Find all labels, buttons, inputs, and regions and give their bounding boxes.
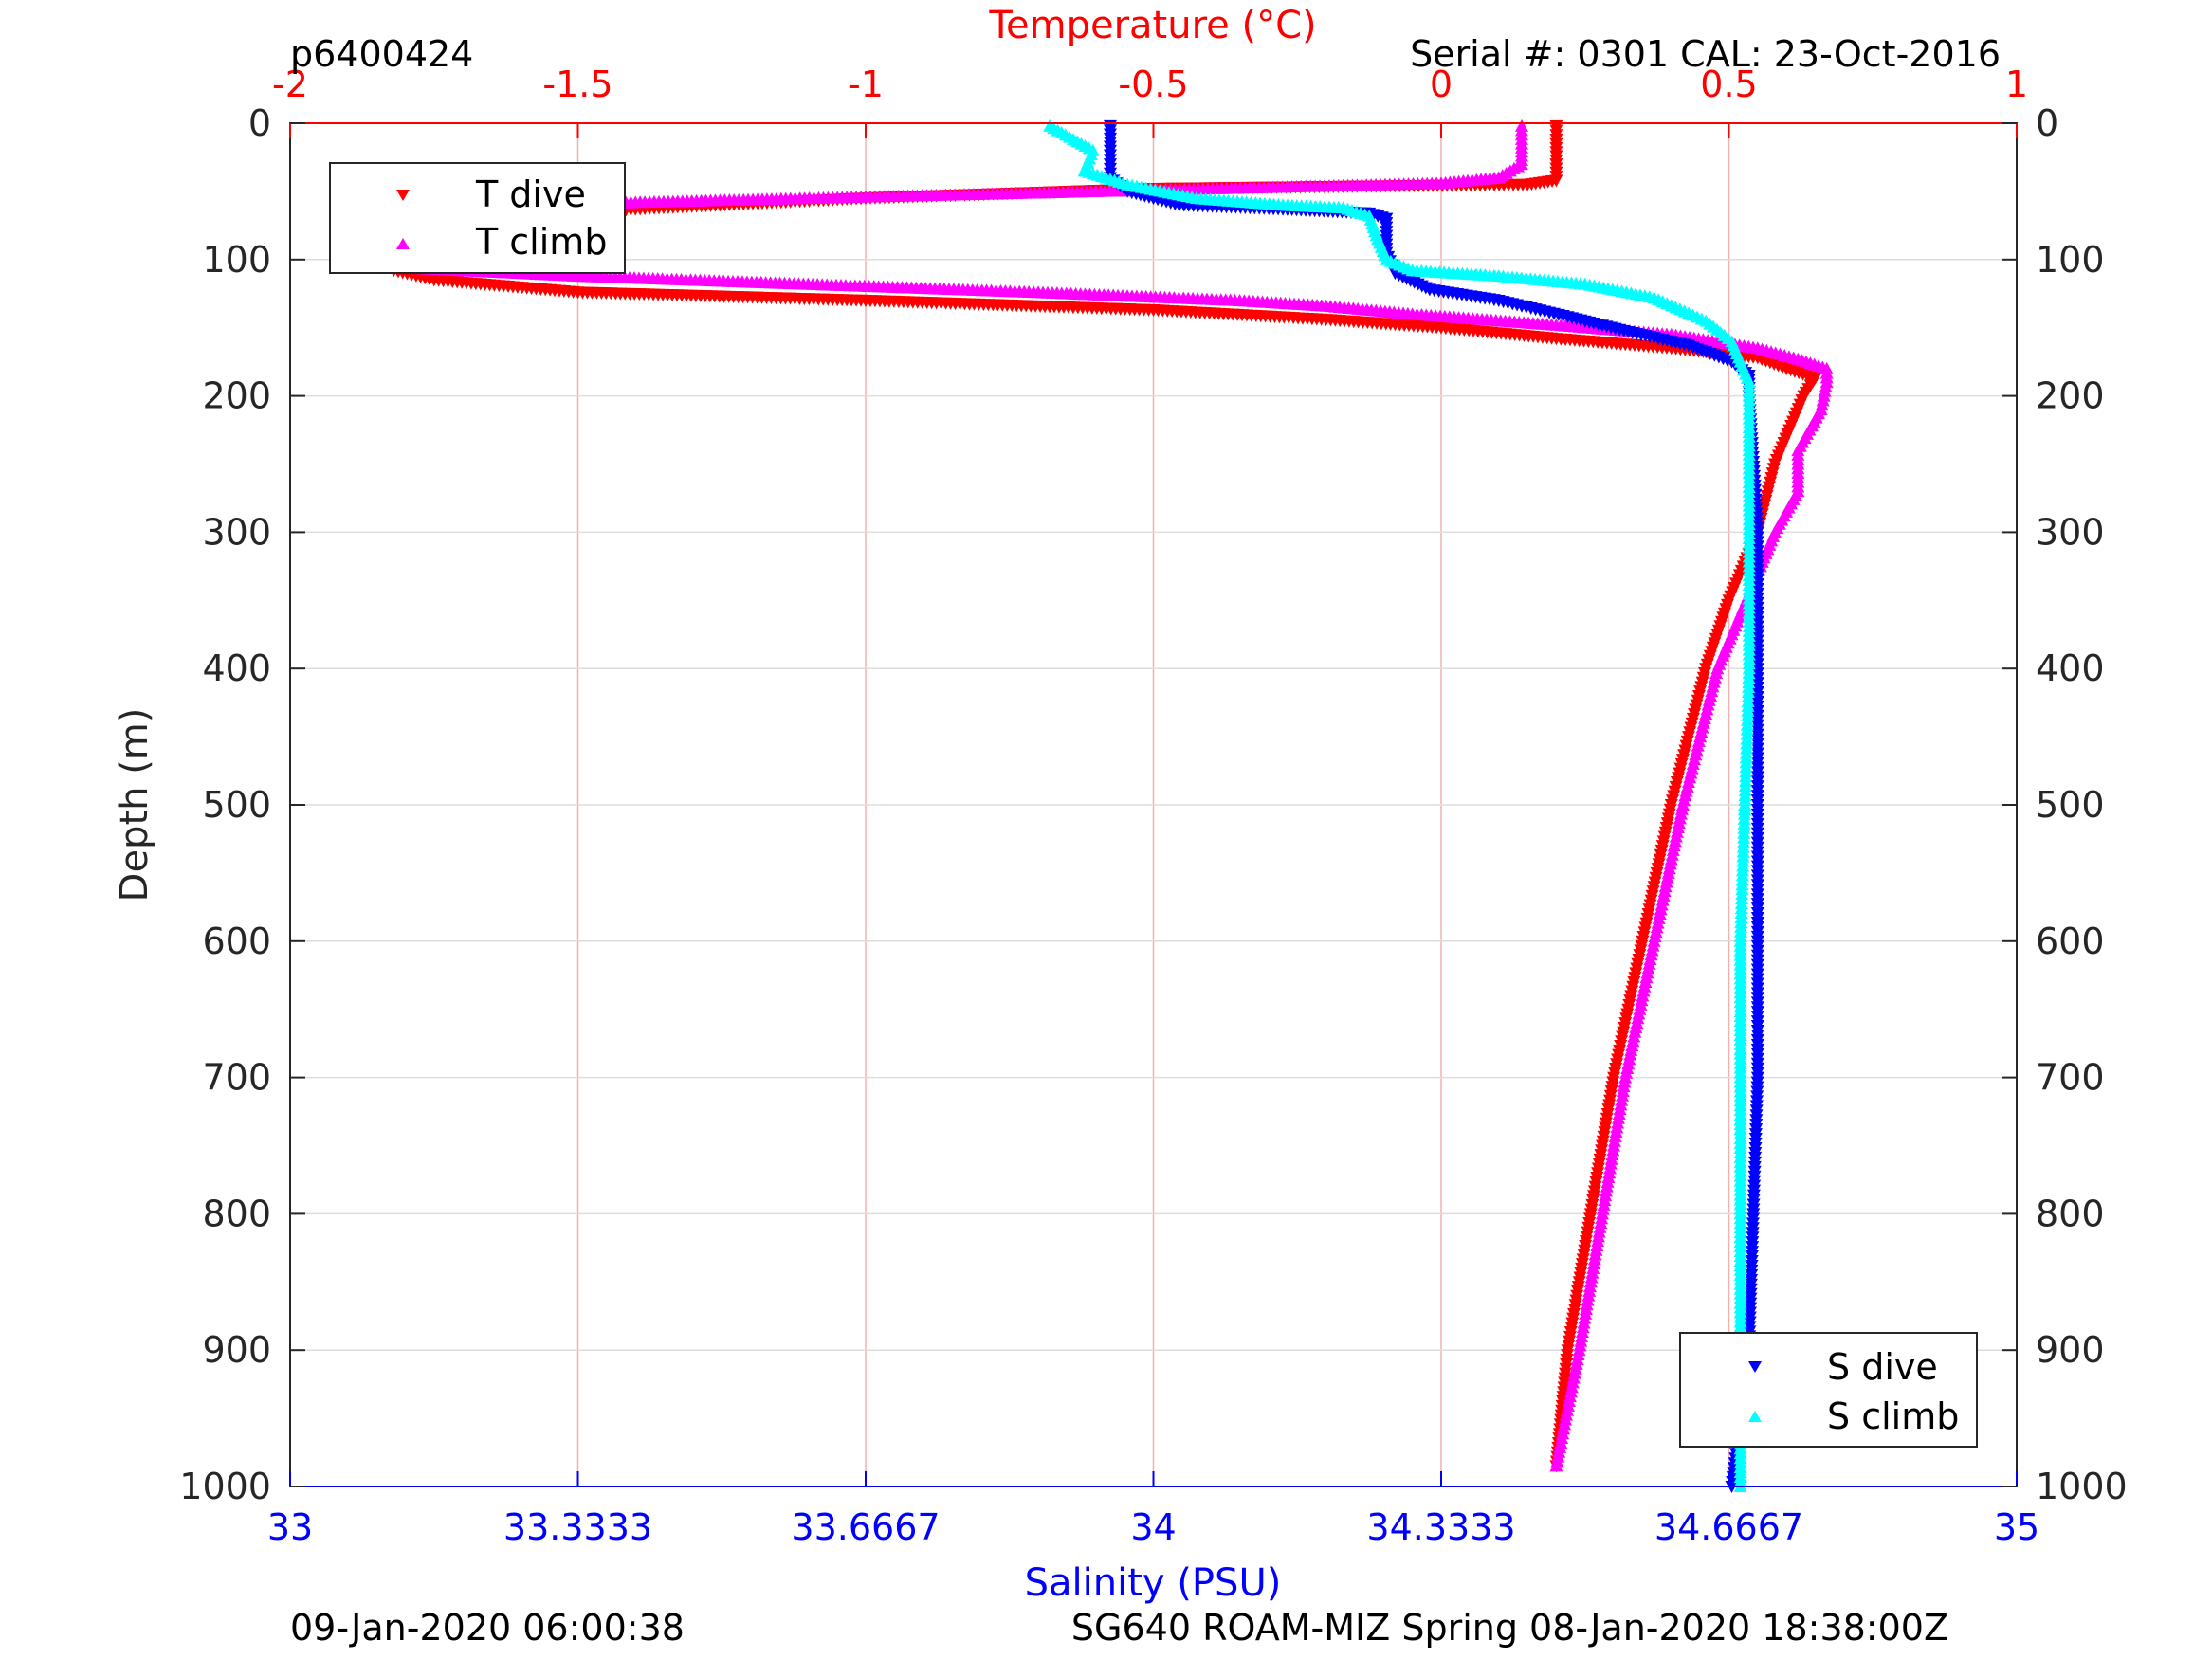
temperature-tick-label: -1 [848,64,884,105]
salinity-tick-label: 33 [267,1506,313,1548]
temperature-axis-label: Temperature (°C) [988,4,1316,47]
depth-tick-label-right: 0 [2036,102,2058,144]
depth-tick-label-left: 1000 [179,1466,271,1507]
depth-tick-label-right: 800 [2036,1193,2105,1234]
salinity-axis-label: Salinity (PSU) [1025,1561,1282,1605]
depth-axis-label: Depth (m) [113,708,156,902]
temperature-tick-label: -1.5 [542,64,612,105]
depth-tick-label-right: 200 [2036,375,2105,417]
footer-timestamp: 09-Jan-2020 06:00:38 [290,1607,685,1649]
temperature-tick-label: -0.5 [1118,64,1188,105]
salinity-tick-label: 34.6667 [1654,1506,1803,1548]
temperature-legend-box [329,162,626,274]
depth-tick-label-right: 900 [2036,1329,2105,1371]
temperature-tick-label: 0.5 [1700,64,1757,105]
axis-ticks: -2 -1.5 -1 -0.5 0 0.5 1 33 33.3333 33.6667 34 34.33… [179,64,2127,1548]
depth-tick-label-left: 400 [202,647,271,689]
depth-tick-label-left: 800 [202,1193,271,1234]
t-dive-legend-label: T dive [475,173,586,215]
depth-tick-label-left: 0 [248,102,271,144]
depth-tick-label-left: 600 [202,921,271,962]
temperature-tick-label: -2 [272,64,308,105]
salinity-legend-box [1679,1332,1978,1448]
depth-tick-label-left: 900 [202,1329,271,1371]
salinity-tick-label: 33.6667 [791,1506,940,1548]
depth-tick-label-left: 200 [202,375,271,417]
depth-tick-label-right: 600 [2036,921,2105,962]
temperature-tick-label: 0 [1430,64,1453,105]
salinity-tick-label: 34.3333 [1366,1506,1515,1548]
depth-tick-label-left: 300 [202,511,271,553]
depth-tick-label-right: 500 [2036,784,2105,826]
salinity-tick-label: 35 [1994,1506,2039,1548]
depth-tick-label-left: 700 [202,1057,271,1099]
salinity-tick-label: 34 [1130,1506,1176,1548]
depth-tick-label-right: 700 [2036,1057,2105,1099]
salinity-legend: S dive S climb [1679,1332,1978,1448]
dive-id: p6400424 [290,33,473,75]
series-s-climb [1043,118,1756,1492]
depth-tick-label-right: 1000 [2036,1466,2128,1507]
depth-tick-label-left: 100 [202,239,271,281]
t-climb-legend-marker [396,238,410,249]
s-dive-legend-label: S dive [1827,1346,1938,1388]
footer-mission: SG640 ROAM-MIZ Spring 08-Jan-2020 18:38:… [1071,1607,1948,1649]
depth-tick-label-right: 300 [2036,511,2105,553]
t-dive-legend-marker [396,190,410,201]
s-dive-legend-marker [1748,1361,1762,1373]
temperature-tick-label: 1 [2005,64,2028,105]
s-climb-legend-label: S climb [1827,1395,1959,1437]
data-point [1549,1459,1563,1472]
t-climb-legend-label: T climb [475,221,607,263]
temperature-legend: T dive T climb [329,162,626,274]
salinity-tick-label: 33.3333 [503,1506,652,1548]
depth-tick-label-right: 100 [2036,239,2105,281]
s-climb-legend-marker [1748,1411,1762,1422]
depth-tick-label-left: 500 [202,784,271,826]
serial-calibration: Serial #: 0301 CAL: 23-Oct-2016 [1410,33,2001,75]
depth-tick-label-right: 400 [2036,647,2105,689]
